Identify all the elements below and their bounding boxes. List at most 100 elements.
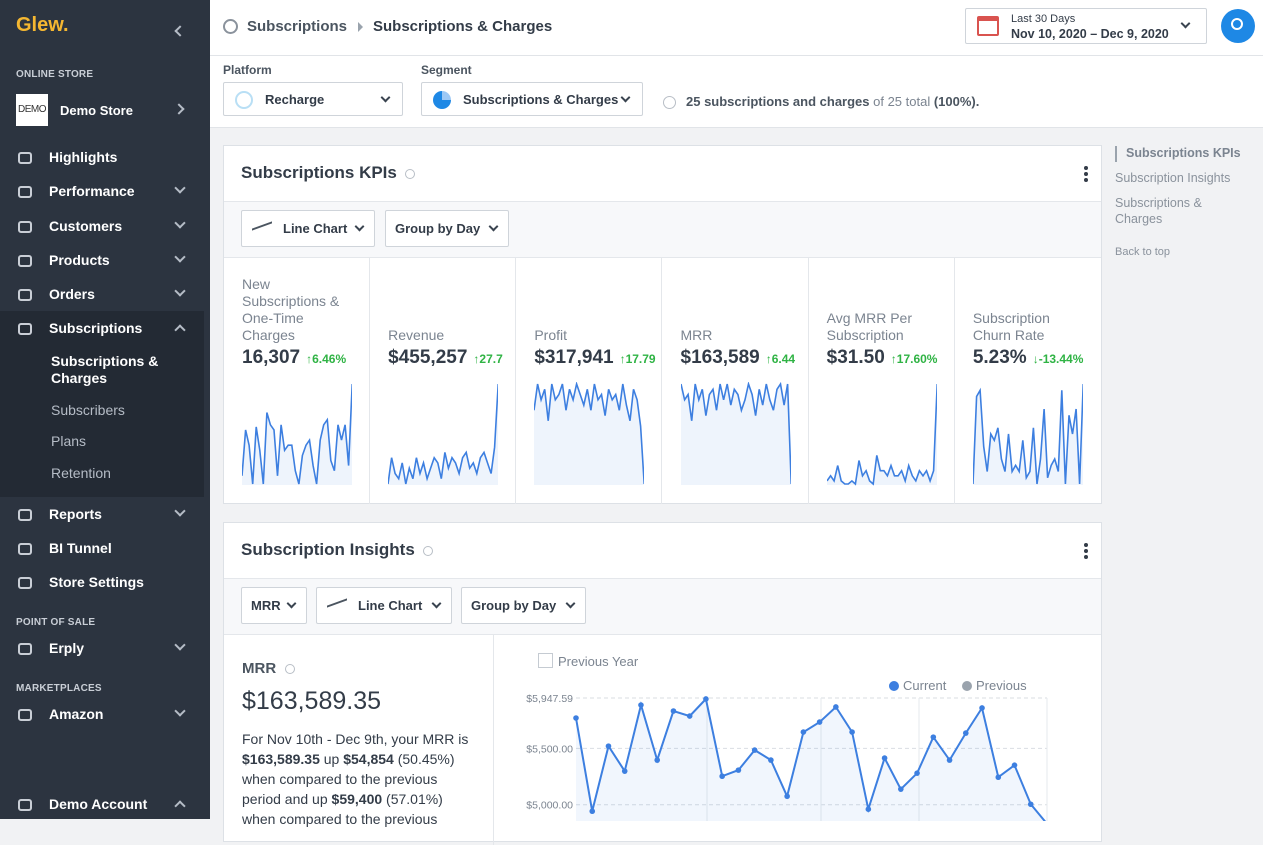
control-button[interactable]: Line Chart <box>316 587 452 624</box>
nav-item[interactable]: BI Tunnel <box>49 540 112 556</box>
section-heading: MARKETPLACES <box>16 683 102 694</box>
nav-item[interactable]: Erply <box>49 640 85 656</box>
dropdown-icon <box>235 91 253 109</box>
data-point <box>865 806 872 813</box>
nav-item[interactable]: Products <box>49 252 110 268</box>
info-icon <box>663 96 676 109</box>
summary-part: 25 subscriptions and charges <box>686 94 870 109</box>
kpi-change: ↑6.44 <box>765 352 796 366</box>
kpi-value-row: $455,257 ↑27.7 <box>388 347 503 369</box>
breadcrumb-icon <box>223 19 238 34</box>
previous-year-checkbox[interactable] <box>538 653 553 668</box>
toc-item[interactable]: Subscription Insights <box>1115 171 1231 185</box>
kebab-menu[interactable] <box>1084 543 1088 559</box>
nav-icon <box>18 255 32 267</box>
toc-item[interactable]: Back to top <box>1115 246 1171 258</box>
summary-text: (57.01%) when compared to the previous <box>242 791 443 827</box>
nav-icon <box>18 643 32 655</box>
dropdown-value: Subscriptions & Charges <box>463 92 619 107</box>
kpi-value-row: 16,307 ↑6.46% <box>242 347 346 369</box>
kpi-change: ↑17.79 <box>619 352 656 366</box>
summary-text: For Nov 10th - Dec 9th, your MRR is <box>242 731 469 747</box>
card: Subscription Insights MRR Line Chart Group … <box>223 522 1102 845</box>
active-group <box>0 311 204 497</box>
search-button[interactable] <box>1221 9 1255 43</box>
data-point <box>881 755 888 761</box>
data-point <box>670 708 677 714</box>
account[interactable]: Demo Account <box>49 796 148 812</box>
nav-item[interactable]: Orders <box>49 286 95 302</box>
nav-item[interactable]: Reports <box>49 506 102 522</box>
sparkline-line <box>388 383 499 485</box>
sparkline-line <box>680 382 791 485</box>
kebab-menu[interactable] <box>1084 166 1088 182</box>
control-button[interactable]: MRR <box>241 587 307 624</box>
summary-text: (50.45%) when compared to the previous p… <box>242 751 455 807</box>
data-point <box>1027 801 1034 808</box>
control-label: MRR <box>251 598 281 613</box>
series-area <box>576 699 1045 821</box>
data-point <box>638 702 644 708</box>
nav-item[interactable]: Store Settings <box>49 574 144 590</box>
kpi-value: $163,589 <box>680 347 760 368</box>
summary-text: $163,589.35 <box>242 751 320 767</box>
legend-label: Previous <box>976 678 1027 693</box>
segment-dropdown[interactable]: Subscriptions & Charges <box>421 82 643 116</box>
nav-icon <box>18 186 32 198</box>
subnav-item[interactable]: Subscribers <box>51 402 125 418</box>
sparkline-line <box>534 382 645 485</box>
nav-item[interactable]: Highlights <box>49 149 118 165</box>
sparkline-area <box>826 385 937 485</box>
sparkline <box>826 383 937 486</box>
kpi-value: $317,941 <box>534 347 614 368</box>
sparkline-line <box>242 383 353 485</box>
nav-icon <box>18 543 32 555</box>
breadcrumb[interactable]: Subscriptions <box>247 18 348 35</box>
chevron <box>431 598 442 609</box>
date-picker[interactable]: Last 30 Days Nov 10, 2020 – Dec 9, 2020 <box>965 8 1207 44</box>
kpi-change: ↓-13.44% <box>1032 352 1084 366</box>
control-button[interactable]: Line Chart <box>241 210 375 247</box>
nav-icon <box>18 509 32 521</box>
kebab-dot <box>1084 549 1088 553</box>
data-point <box>703 696 709 702</box>
subnav-item[interactable]: Subscriptions & Charges <box>51 353 159 386</box>
subnav-item[interactable]: Plans <box>51 433 87 449</box>
nav-item[interactable]: Subscriptions <box>49 320 143 336</box>
chevron <box>286 598 297 609</box>
kpi-value-row: $31.50 ↑17.60% <box>827 347 938 369</box>
toc-item[interactable]: Subscriptions & Charges <box>1115 196 1202 226</box>
subnav-item[interactable]: Retention <box>51 465 111 481</box>
kpi-panel: Avg MRR Per Subscription $31.50 ↑17.60% <box>809 258 955 504</box>
sparkline-area <box>388 384 499 485</box>
control-label: Line Chart <box>283 221 348 236</box>
calendar-icon <box>977 16 999 36</box>
sparkline <box>242 383 353 485</box>
sparkline <box>972 383 1083 485</box>
control-button[interactable]: Group by Day <box>461 587 586 624</box>
sparkline-area <box>680 384 791 485</box>
kebab-dot <box>1084 166 1088 170</box>
data-point <box>719 773 725 780</box>
kebab-dot <box>1084 178 1088 182</box>
kpi-label: Revenue <box>388 327 445 343</box>
platform-dropdown[interactable]: Recharge <box>223 82 403 116</box>
sparkline <box>534 382 645 485</box>
sparkline-area <box>972 385 1083 485</box>
toc-marker <box>1115 146 1117 162</box>
data-point <box>816 719 823 725</box>
kpi-value-row: 5.23% ↓-13.44% <box>973 347 1084 369</box>
line-chart: Current Previous $5,000.00 $5,500.00 $5,947.… <box>526 678 1048 821</box>
store-logo: DEMO <box>16 94 48 126</box>
kpi-panel: MRR $163,589 ↑6.44 <box>663 258 809 504</box>
toc-item[interactable]: Subscriptions KPIs <box>1126 146 1241 160</box>
nav-item[interactable]: Customers <box>49 218 123 234</box>
summary-part: of 25 total <box>869 94 934 109</box>
nav-item[interactable]: Amazon <box>49 706 104 722</box>
control-button[interactable]: Group by Day <box>385 210 509 247</box>
chevron <box>174 800 186 812</box>
nav-item[interactable]: Performance <box>49 183 135 199</box>
store-name[interactable]: Demo Store <box>60 103 133 118</box>
y-tick-label: $5,000.00 <box>526 800 573 812</box>
